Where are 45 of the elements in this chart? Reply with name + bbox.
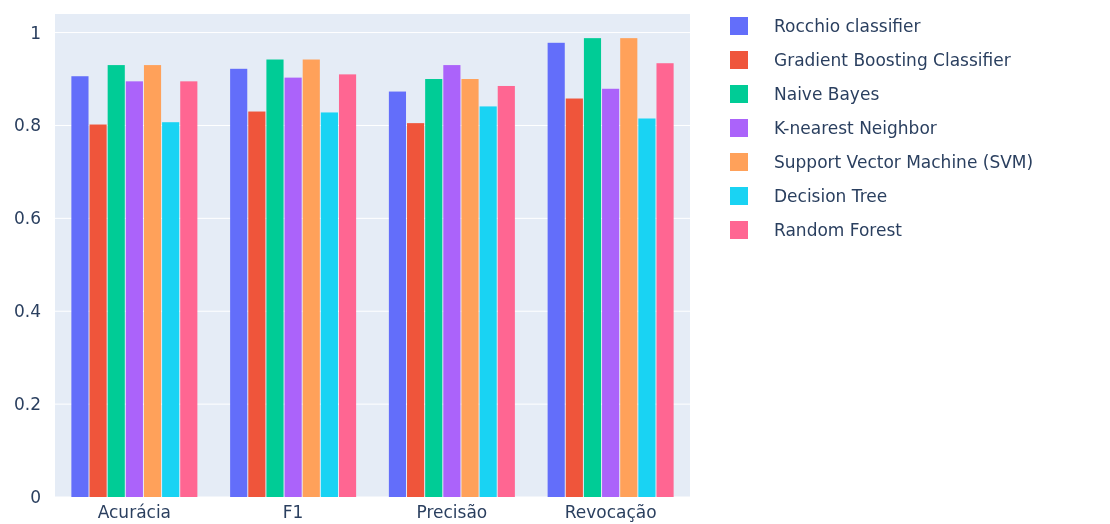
- bar: [479, 106, 497, 497]
- legend-label: Naive Bayes: [774, 83, 880, 104]
- bar: [497, 85, 515, 497]
- x-tick-label: F1: [282, 502, 304, 522]
- legend-label: Rocchio classifier: [774, 15, 921, 36]
- bar: [583, 38, 602, 497]
- bar: [425, 79, 443, 497]
- bar: [162, 122, 180, 497]
- y-tick-label: 0.2: [13, 394, 41, 415]
- y-tick-label: 0.8: [13, 115, 41, 136]
- bar: [266, 59, 284, 497]
- y-tick-label: 0.4: [13, 301, 41, 322]
- bar: [89, 124, 107, 497]
- bar: [302, 59, 320, 497]
- bar: [107, 65, 125, 497]
- legend-label: Decision Tree: [774, 185, 888, 206]
- y-tick-label: 1: [30, 22, 41, 43]
- bar: [320, 112, 338, 497]
- bar: [656, 63, 674, 497]
- bar: [388, 91, 407, 497]
- bar: [407, 123, 425, 497]
- bar: [443, 65, 461, 497]
- bar: [180, 81, 198, 497]
- legend-label: Support Vector Machine (SVM): [774, 151, 1034, 172]
- bar: [143, 65, 162, 497]
- legend-label: Gradient Boosting Classifier: [774, 49, 1011, 70]
- bar: [248, 111, 266, 497]
- x-tick-label: Acurácia: [97, 502, 172, 522]
- legend-label: Random Forest: [774, 219, 903, 240]
- y-tick-label: 0.6: [13, 208, 41, 229]
- y-tick-label: 0: [30, 486, 41, 507]
- x-tick-label: Revocação: [564, 502, 657, 522]
- bar: [565, 98, 583, 497]
- bar: [602, 88, 620, 497]
- bar: [338, 74, 357, 497]
- bar: [638, 118, 656, 497]
- bar: [284, 77, 302, 497]
- bar: [230, 68, 248, 497]
- bar: [461, 79, 479, 497]
- legend-label: K-nearest Neighbor: [774, 117, 937, 138]
- x-tick-label: Precisão: [416, 502, 488, 522]
- bar: [547, 42, 565, 497]
- bar: [125, 81, 143, 497]
- bar: [71, 76, 89, 497]
- bar: [620, 38, 638, 497]
